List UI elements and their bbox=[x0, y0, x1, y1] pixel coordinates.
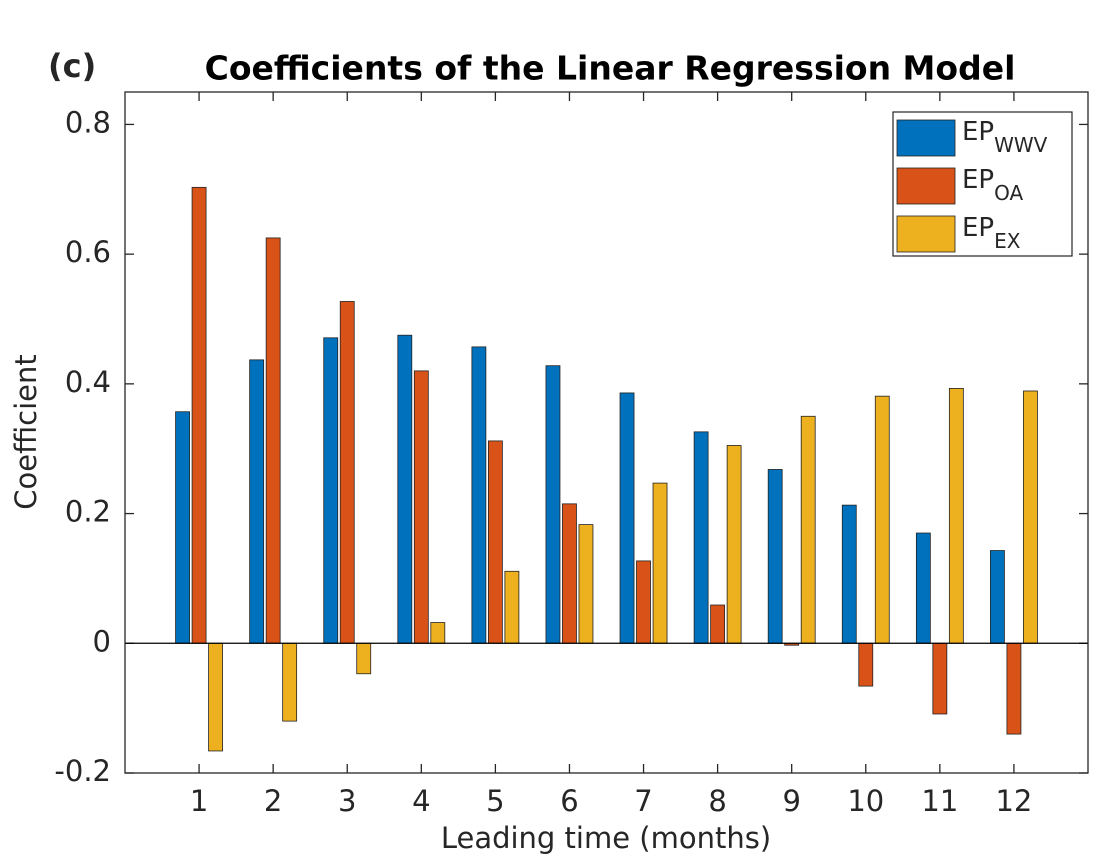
plot-frame bbox=[124, 91, 1089, 774]
bar bbox=[841, 504, 857, 644]
x-tick-label: 3 bbox=[338, 784, 356, 818]
x-tick-label: 5 bbox=[486, 784, 504, 818]
bar bbox=[545, 365, 561, 644]
legend-swatch bbox=[896, 167, 956, 205]
legend-swatch bbox=[896, 215, 956, 253]
bar bbox=[208, 642, 223, 752]
y-tick-label: 0 bbox=[93, 624, 111, 658]
bar bbox=[430, 622, 446, 644]
bar bbox=[249, 359, 265, 644]
legend-subscript: WWV bbox=[994, 133, 1048, 157]
bar bbox=[726, 445, 742, 644]
legend-name: EP bbox=[962, 165, 994, 195]
bar bbox=[356, 642, 372, 675]
bar bbox=[932, 642, 948, 715]
bar bbox=[800, 415, 816, 644]
bar bbox=[487, 440, 503, 644]
legend-subscript: OA bbox=[994, 181, 1023, 205]
bar bbox=[693, 431, 709, 644]
bar bbox=[990, 550, 1005, 644]
chart-title: Coefficients of the Linear Regression Mo… bbox=[205, 49, 1016, 88]
legend-swatch bbox=[896, 119, 956, 157]
bar bbox=[413, 370, 429, 644]
bar bbox=[339, 301, 355, 644]
x-tick-label: 4 bbox=[412, 784, 430, 818]
bar bbox=[636, 560, 651, 644]
legend-name: EP bbox=[962, 117, 994, 147]
x-tick-label: 7 bbox=[634, 784, 652, 818]
bar bbox=[282, 642, 298, 722]
x-tick-label: 1 bbox=[190, 784, 208, 818]
x-tick-label: 6 bbox=[560, 784, 578, 818]
legend-label: EPOA bbox=[962, 165, 1024, 205]
bar bbox=[471, 346, 487, 644]
y-tick-label: 0.8 bbox=[65, 105, 111, 139]
bar bbox=[874, 395, 890, 644]
y-tick-label: 0.6 bbox=[65, 235, 111, 269]
x-tick-label: 11 bbox=[921, 784, 958, 818]
x-tick-label: 2 bbox=[264, 784, 282, 818]
legend-name: EP bbox=[962, 213, 994, 243]
bar bbox=[915, 532, 931, 644]
bar bbox=[710, 604, 726, 644]
y-axis-label: Coefficient bbox=[9, 354, 43, 509]
x-tick-label: 8 bbox=[708, 784, 726, 818]
panel-label: (c) bbox=[48, 47, 96, 85]
bar bbox=[1023, 390, 1038, 644]
legend-label: EPWWV bbox=[962, 117, 1048, 157]
bar bbox=[504, 570, 520, 644]
bar bbox=[1006, 642, 1022, 735]
x-tick-label: 10 bbox=[847, 784, 884, 818]
bar bbox=[191, 186, 207, 644]
y-tick-label: 0.2 bbox=[65, 495, 111, 529]
x-tick-label: 9 bbox=[782, 784, 800, 818]
bar bbox=[265, 237, 281, 644]
bar bbox=[397, 334, 413, 644]
bar bbox=[619, 392, 635, 644]
bar bbox=[175, 411, 190, 644]
y-tick-label: -0.2 bbox=[54, 754, 111, 788]
legend-subscript: EX bbox=[994, 229, 1021, 253]
x-tick-label: 12 bbox=[995, 784, 1032, 818]
bar bbox=[562, 503, 577, 644]
x-axis-label: Leading time (months) bbox=[441, 821, 771, 855]
y-tick-label: 0.4 bbox=[65, 365, 111, 399]
bar bbox=[323, 337, 339, 644]
bar bbox=[578, 524, 594, 644]
bar bbox=[858, 642, 874, 687]
bar bbox=[948, 387, 964, 644]
legend-label: EPEX bbox=[962, 213, 1021, 253]
bar bbox=[767, 469, 783, 644]
bar bbox=[652, 482, 668, 644]
